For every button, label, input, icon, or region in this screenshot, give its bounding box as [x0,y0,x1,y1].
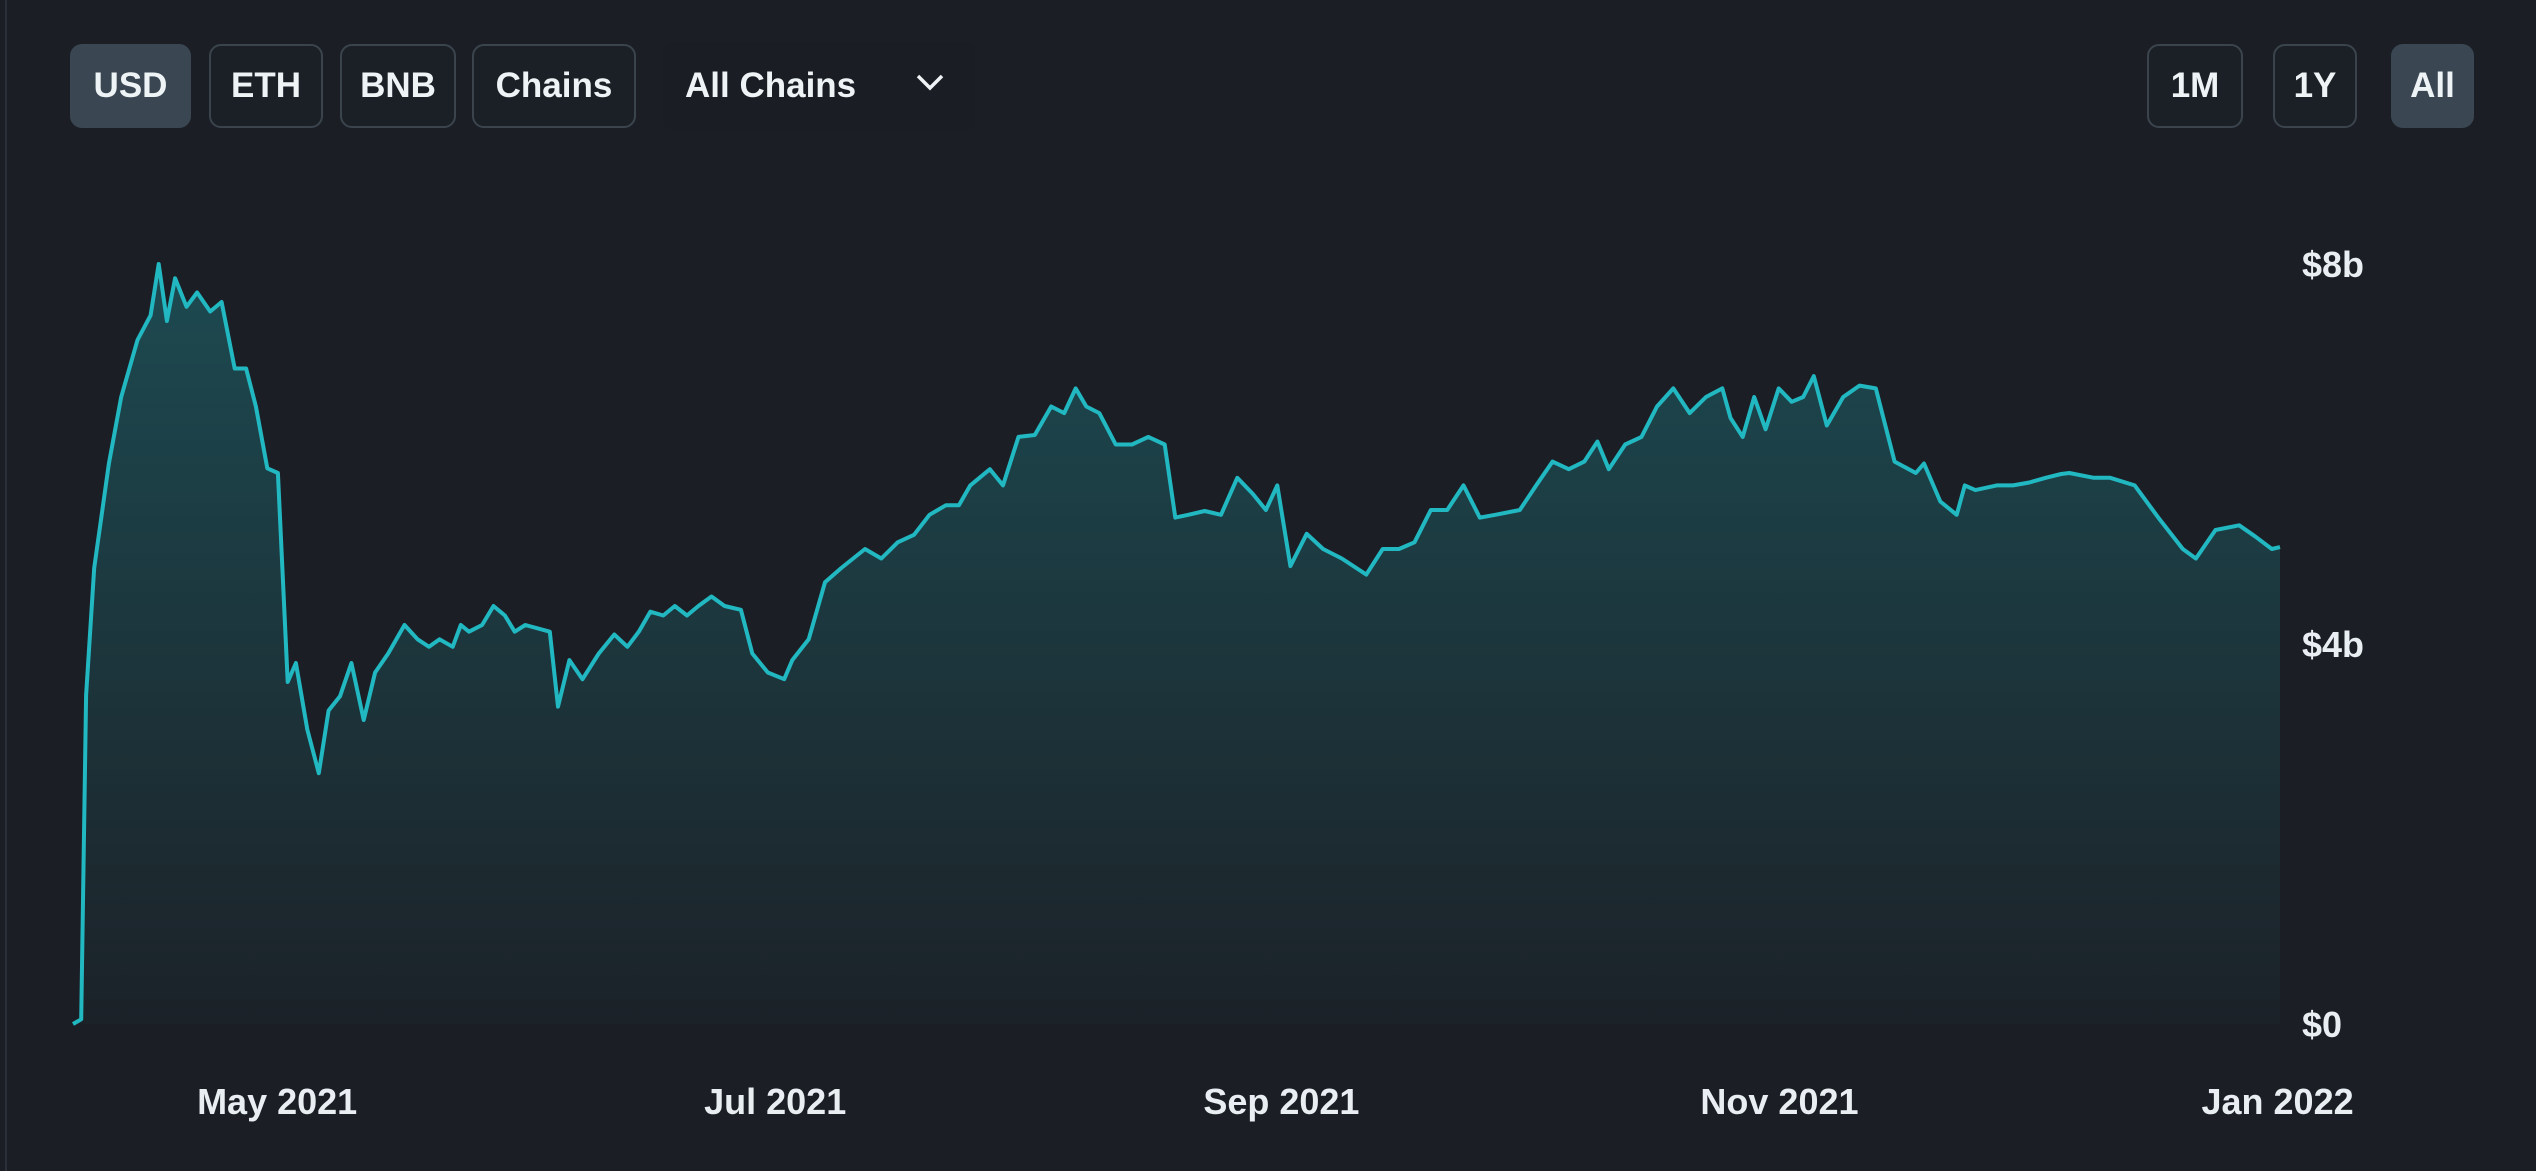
x-tick-label: May 2021 [197,1081,357,1122]
denomination-bnb-button[interactable]: BNB [340,44,456,128]
chevron-down-icon [916,74,944,91]
y-tick-label: $4b [2302,624,2364,665]
range-all-button[interactable]: All [2391,44,2474,128]
x-tick-label: Sep 2021 [1203,1081,1359,1122]
chains-button[interactable]: Chains [472,44,636,128]
denomination-usd-button[interactable]: USD [70,44,191,128]
series-area-fill [73,264,2280,1024]
x-tick-label: Jan 2022 [2201,1081,2353,1122]
panel-left-border [5,0,7,1171]
y-tick-label: $0 [2302,1004,2342,1045]
chain-select-value: All Chains [685,66,857,105]
range-1y-button[interactable]: 1Y [2273,44,2357,128]
series-line [72,262,2281,1026]
x-tick-label: Nov 2021 [1700,1081,1858,1122]
x-tick-label: Jul 2021 [704,1081,846,1122]
y-tick-label: $8b [2302,244,2364,285]
denomination-eth-button[interactable]: ETH [209,44,323,128]
chain-select[interactable]: All Chains [663,42,975,130]
range-1m-button[interactable]: 1M [2147,44,2243,128]
